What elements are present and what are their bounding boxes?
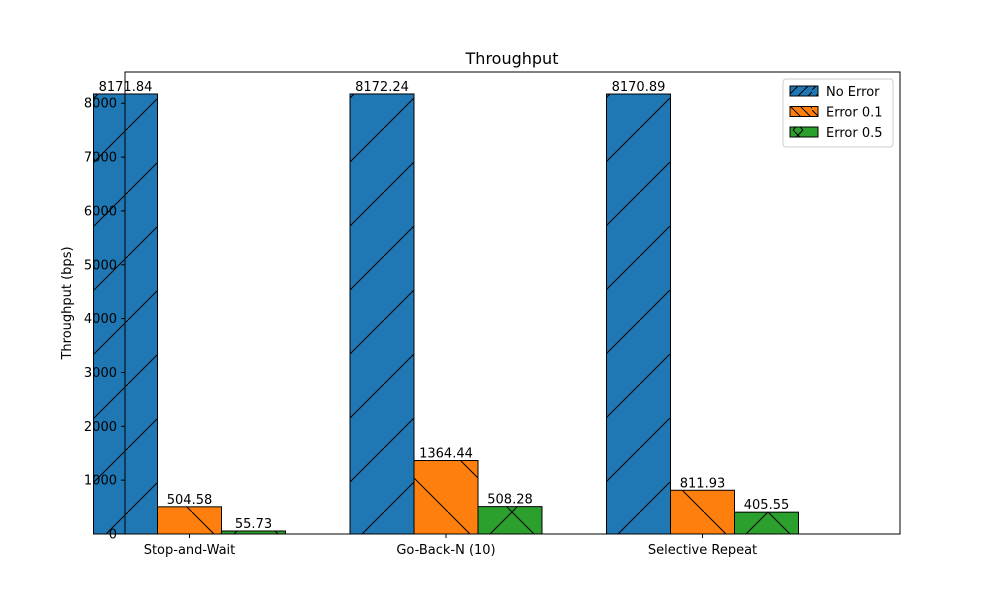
bar	[349, 93, 415, 535]
y-tick-label: 6000	[84, 204, 117, 219]
chart-title: Throughput	[465, 49, 559, 68]
y-axis-label: Throughput (bps)	[60, 246, 75, 360]
legend-swatch	[789, 126, 819, 138]
bar	[606, 93, 671, 535]
y-tick-label: 5000	[84, 258, 117, 273]
legend-label: No Error	[826, 85, 880, 100]
bar	[477, 506, 543, 535]
data-label: 1364.44	[419, 447, 473, 462]
x-tick-label: Selective Repeat	[648, 543, 757, 558]
y-tick-label: 7000	[84, 151, 117, 166]
data-label: 508.28	[487, 493, 533, 508]
data-label: 8172.24	[355, 80, 409, 95]
bar	[670, 489, 735, 535]
bar	[413, 460, 479, 535]
y-tick-label: 1000	[84, 474, 117, 489]
legend-swatch	[789, 106, 819, 117]
x-tick-label: Go-Back-N (10)	[396, 543, 495, 558]
y-tick-label: 0	[109, 528, 117, 543]
y-tick-label: 3000	[84, 366, 117, 381]
legend: No Error Error 0.1 Error 0.5	[782, 78, 894, 148]
data-label: 405.55	[744, 498, 790, 513]
axes-layer: 0 1000 2000 3000 4000 5000 6000 7000 8000 Stop-an…	[84, 71, 901, 558]
legend-label: Error 0.5	[826, 126, 883, 141]
legend-label: Error 0.1	[826, 106, 883, 121]
data-label: 811.93	[680, 476, 726, 491]
plot-frame	[124, 71, 901, 535]
y-tick-label: 4000	[84, 312, 117, 327]
bar	[157, 506, 222, 535]
legend-swatch	[789, 85, 819, 97]
y-tick-label: 8000	[84, 97, 117, 112]
data-label: 55.73	[235, 517, 272, 532]
bar	[734, 511, 799, 535]
bars-layer: 8171.84 8172.24 8170.89504.581364.44811.93…	[93, 80, 799, 535]
x-tick-label: Stop-and-Wait	[144, 543, 236, 558]
y-tick-label: 2000	[84, 420, 117, 435]
data-label: 8170.89	[612, 80, 666, 95]
data-label: 504.58	[167, 493, 213, 508]
